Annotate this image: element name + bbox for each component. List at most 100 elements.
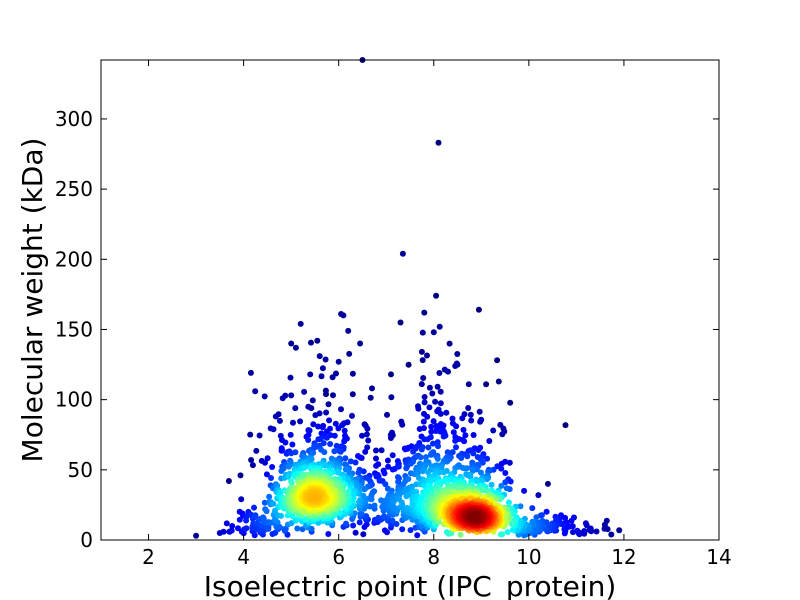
data-point [316, 353, 323, 360]
data-point [355, 453, 361, 459]
data-point [294, 525, 301, 532]
data-point [420, 418, 427, 425]
data-point [421, 394, 428, 400]
data-point [360, 531, 367, 538]
x-tick-label: 12 [611, 545, 636, 569]
data-point [452, 363, 459, 369]
data-point [486, 438, 493, 444]
x-tick-label: 14 [706, 545, 731, 569]
data-point [322, 387, 329, 394]
data-point [248, 457, 255, 463]
data-point [330, 392, 336, 399]
data-point [310, 421, 317, 428]
data-point [459, 415, 466, 422]
x-tick-label: 2 [142, 545, 155, 569]
data-point [410, 448, 417, 455]
data-point [434, 383, 441, 390]
data-point [497, 531, 504, 538]
data-point [269, 464, 276, 470]
data-point [521, 487, 528, 494]
data-point [476, 408, 483, 415]
data-point [543, 508, 550, 515]
data-point [468, 417, 475, 424]
data-point [428, 428, 435, 435]
data-point [342, 461, 349, 468]
data-point [243, 525, 250, 532]
y-tick-label: 300 [55, 107, 93, 131]
data-point [450, 429, 457, 436]
data-point [405, 491, 412, 498]
data-point [334, 469, 340, 476]
data-point [435, 139, 442, 146]
data-point [544, 480, 551, 487]
data-point [437, 388, 444, 395]
data-point [535, 492, 542, 499]
data-point [484, 455, 491, 462]
data-point [287, 431, 294, 438]
data-point [251, 504, 257, 511]
data-point [410, 458, 416, 465]
data-point [453, 423, 460, 430]
data-point [373, 447, 379, 454]
data-point [429, 390, 436, 397]
data-point [435, 443, 441, 450]
data-point [581, 528, 588, 534]
data-point [290, 419, 296, 426]
data-point [381, 513, 388, 520]
data-point [282, 439, 289, 446]
data-point [457, 531, 464, 538]
data-point [494, 463, 501, 470]
data-point [252, 512, 259, 519]
data-point [443, 409, 450, 416]
data-point [359, 432, 365, 439]
data-point [318, 373, 325, 380]
data-point [256, 432, 263, 439]
data-point [507, 399, 514, 406]
data-point [289, 441, 296, 448]
data-point [378, 447, 385, 454]
data-point [356, 499, 362, 505]
data-point [503, 485, 510, 492]
data-point [340, 312, 347, 319]
data-point [315, 423, 322, 430]
data-point [425, 444, 432, 451]
data-point [362, 474, 369, 481]
data-point [270, 426, 277, 433]
data-point [399, 482, 406, 489]
data-point [357, 340, 364, 347]
data-point [465, 381, 472, 388]
data-point [510, 526, 517, 533]
data-point [465, 405, 472, 411]
data-point [403, 465, 410, 472]
data-point [288, 392, 295, 399]
data-point [322, 356, 329, 363]
data-point [467, 473, 474, 480]
data-point [419, 357, 426, 364]
data-point [357, 510, 364, 517]
data-point [342, 466, 349, 473]
data-point [421, 309, 428, 316]
data-point [461, 438, 468, 445]
data-point [327, 441, 334, 447]
data-point [426, 384, 433, 391]
data-point [253, 447, 260, 454]
y-axis-title: Molecular weight (kDa) [16, 138, 49, 463]
data-point [586, 527, 593, 534]
data-point [428, 423, 435, 430]
data-point [341, 438, 348, 445]
data-point [509, 520, 516, 527]
data-point [278, 447, 285, 454]
data-point [361, 486, 368, 493]
data-point [343, 520, 349, 527]
data-point [335, 358, 342, 365]
data-point [243, 517, 250, 524]
data-point [287, 374, 294, 381]
data-point [495, 378, 502, 385]
data-point [367, 394, 374, 401]
data-point [312, 412, 319, 419]
data-point [235, 525, 241, 532]
data-point [319, 365, 326, 372]
data-point [505, 499, 512, 506]
data-point [335, 425, 342, 432]
